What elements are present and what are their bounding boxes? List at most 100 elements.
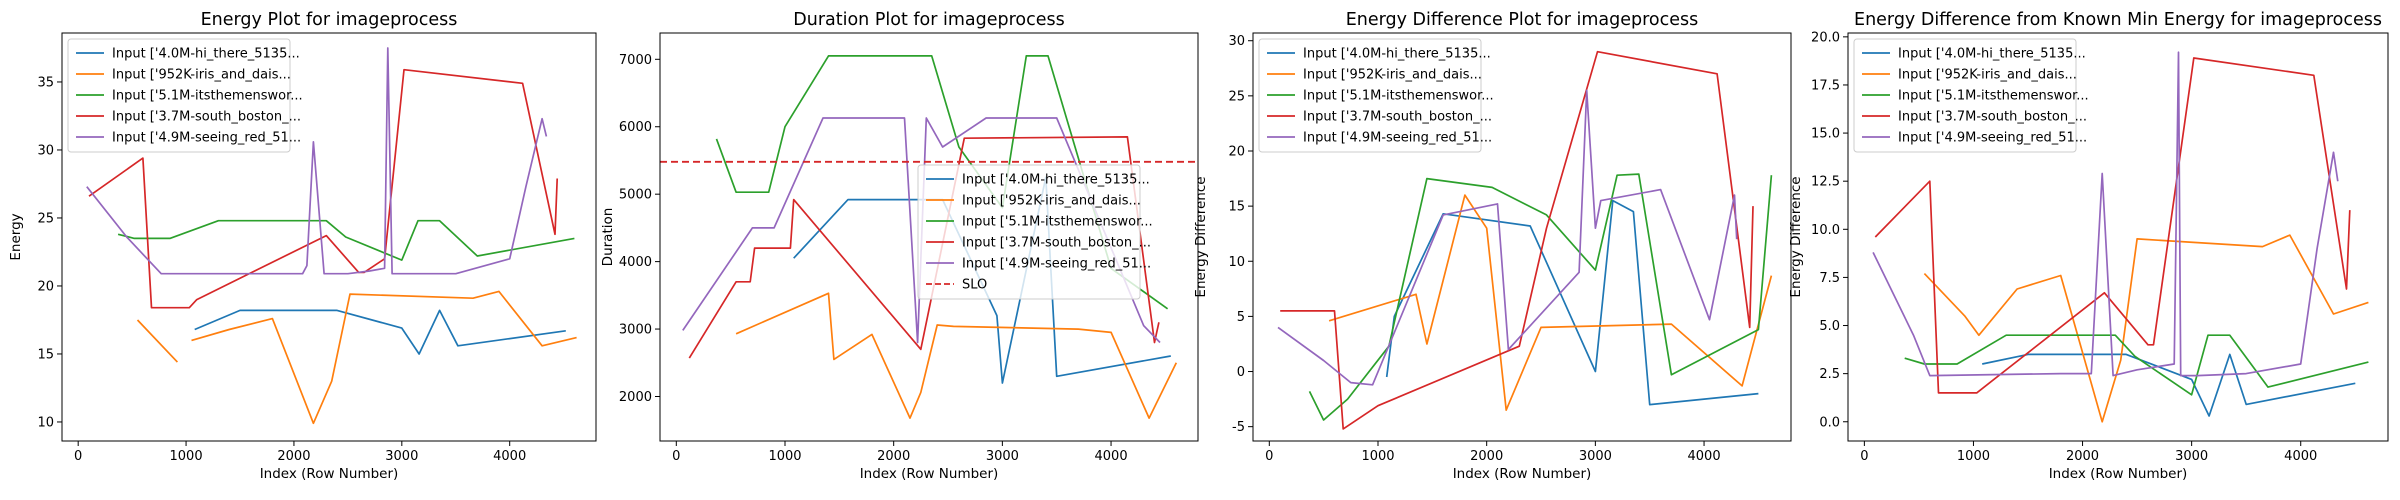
x-tick-label: 2000: [277, 449, 310, 464]
legend-entry-label: Input ['5.1M-itsthemenswor...: [112, 89, 303, 104]
legend-box: [1853, 38, 2077, 153]
legend-entry-label: Input ['4.0M-hi_there_5135...: [962, 173, 1150, 188]
x-tick-label: 2000: [2066, 449, 2099, 464]
y-tick-label: 10.0: [1811, 223, 1840, 238]
y-axis-label: Duration: [600, 208, 616, 267]
series-line-1: [1982, 353, 2356, 417]
series-group: [1277, 50, 1773, 430]
y-tick-label: 20: [37, 279, 54, 294]
y-axis-label: Energy: [8, 213, 24, 260]
y-tick-label: 4000: [619, 255, 652, 270]
series-group: [86, 47, 577, 425]
series-line-3: [117, 219, 575, 261]
legend-entry-label: Input ['3.7M-south_boston_...: [1898, 110, 2087, 125]
legend-entry-label: Input ['5.1M-itsthemenswor...: [962, 215, 1153, 230]
y-tick-label: 10: [1228, 255, 1245, 270]
series-line-5: [1872, 51, 2339, 377]
legend-entry-label: Input ['952K-iris_and_dais...: [1898, 68, 2077, 83]
chart-title: Energy Plot for imageprocess: [201, 10, 458, 30]
y-tick-label: 15: [37, 347, 54, 362]
legend-box: [917, 164, 1141, 300]
series-line-2: [735, 292, 1178, 419]
x-tick-label: 0: [1265, 449, 1273, 464]
y-tick-label: 7.5: [1819, 271, 1840, 286]
plot-frame: [1252, 32, 1792, 442]
x-tick-label: 4000: [1688, 449, 1721, 464]
legend: Input ['4.0M-hi_there_5135... Input ['952…: [1258, 38, 1494, 153]
y-tick-label: 7000: [619, 53, 652, 68]
legend-entry-label: Input ['5.1M-itsthemenswor...: [1303, 89, 1494, 104]
chart-panel-2: Duration Plot for imageprocess 0 1000 2000 3…: [600, 10, 1199, 482]
series-line-2: [1328, 194, 1773, 411]
plot-frame: [1847, 32, 2389, 442]
x-tick-label: 2000: [877, 449, 910, 464]
y-tick-label: 35: [37, 75, 54, 90]
series-line-2: [191, 290, 577, 425]
y-tick-label: -5: [1232, 420, 1245, 435]
y-tick-label: 15: [1228, 200, 1245, 215]
y-tick-label: 15.0: [1811, 127, 1840, 142]
legend-entry-label: SLO: [962, 278, 987, 293]
legend-box: [67, 38, 291, 153]
x-tick-label: 2000: [1470, 449, 1503, 464]
y-tick-label: 20.0: [1811, 30, 1840, 45]
chart-title: Energy Difference Plot for imageprocess: [1346, 10, 1699, 30]
y-tick-label: 17.5: [1811, 78, 1840, 93]
y-tick-label: 5.0: [1819, 319, 1840, 334]
x-tick-label: 4000: [493, 449, 526, 464]
x-tick-label: 0: [74, 449, 82, 464]
legend: Input ['4.0M-hi_there_5135... Input ['952…: [1853, 38, 2089, 153]
legend: Input ['4.0M-hi_there_5135... Input ['952…: [917, 164, 1153, 300]
y-tick-label: 10: [37, 415, 54, 430]
series-line-5: [86, 47, 548, 275]
chart-panel-1: Energy Plot for imageprocess 0 1000 2000 300…: [8, 10, 597, 482]
series-line-4: [1874, 57, 2351, 394]
series-line-3: [1904, 334, 2369, 396]
x-tick-label: 3000: [2175, 449, 2208, 464]
y-tick-label: 25: [37, 211, 54, 226]
y-tick-label: 0.0: [1819, 415, 1840, 430]
x-tick-label: 1000: [1361, 449, 1394, 464]
legend-entry-label: Input ['952K-iris_and_dais...: [962, 194, 1141, 209]
y-tick-label: 20: [1228, 144, 1245, 159]
series-line-1: [793, 176, 1171, 384]
legend-entry-label: Input ['4.0M-hi_there_5135...: [1303, 47, 1491, 62]
chart-title: Duration Plot for imageprocess: [793, 10, 1065, 30]
y-tick-label: 30: [37, 143, 54, 158]
y-tick-label: 25: [1228, 89, 1245, 104]
chart-panel-3: Energy Difference Plot for imageprocess 0…: [1193, 10, 1792, 482]
y-tick-label: 2.5: [1819, 367, 1840, 382]
x-axis-label: Index (Row Number): [860, 466, 999, 482]
x-tick-label: 0: [672, 449, 680, 464]
x-tick-label: 3000: [1579, 449, 1612, 464]
legend-entry-label: Input ['4.0M-hi_there_5135...: [1898, 47, 2086, 62]
plot-frame: [61, 32, 597, 442]
legend-entry-label: Input ['952K-iris_and_dais...: [112, 68, 291, 83]
legend-entry-label: Input ['4.9M-seeing_red_51...: [112, 131, 301, 146]
y-tick-label: 0: [1237, 365, 1245, 380]
y-tick-label: 30: [1228, 34, 1245, 49]
y-tick-label: 2000: [619, 390, 652, 405]
x-tick-label: 4000: [1095, 449, 1128, 464]
legend-entry-label: Input ['4.9M-seeing_red_51...: [962, 257, 1151, 272]
y-axis-label: Energy Difference: [1193, 176, 1209, 297]
series-line-5: [1277, 89, 1738, 386]
legend-entry-label: Input ['3.7M-south_boston_...: [112, 110, 301, 125]
x-axis-label: Index (Row Number): [1453, 466, 1592, 482]
x-axis-label: Index (Row Number): [260, 466, 399, 482]
legend: Input ['4.0M-hi_there_5135... Input ['952…: [67, 38, 303, 153]
x-axis-label: Index (Row Number): [2049, 466, 2188, 482]
legend-entry-label: Input ['4.0M-hi_there_5135...: [112, 47, 300, 62]
y-tick-label: 5: [1237, 310, 1245, 325]
x-tick-label: 4000: [2284, 449, 2317, 464]
legend-entry-label: Input ['4.9M-seeing_red_51...: [1303, 131, 1492, 146]
series-line-1: [1385, 199, 1759, 406]
legend-box: [1258, 38, 1482, 153]
x-tick-label: 3000: [986, 449, 1019, 464]
series-line-3: [715, 55, 1169, 310]
series-line-3: [1308, 173, 1773, 421]
series-line-2: [1923, 234, 2369, 423]
y-tick-label: 12.5: [1811, 175, 1840, 190]
chart-panel-4: Energy Difference from Known Min Energy …: [1788, 10, 2389, 482]
legend-entry-label: Input ['952K-iris_and_dais...: [1303, 68, 1482, 83]
